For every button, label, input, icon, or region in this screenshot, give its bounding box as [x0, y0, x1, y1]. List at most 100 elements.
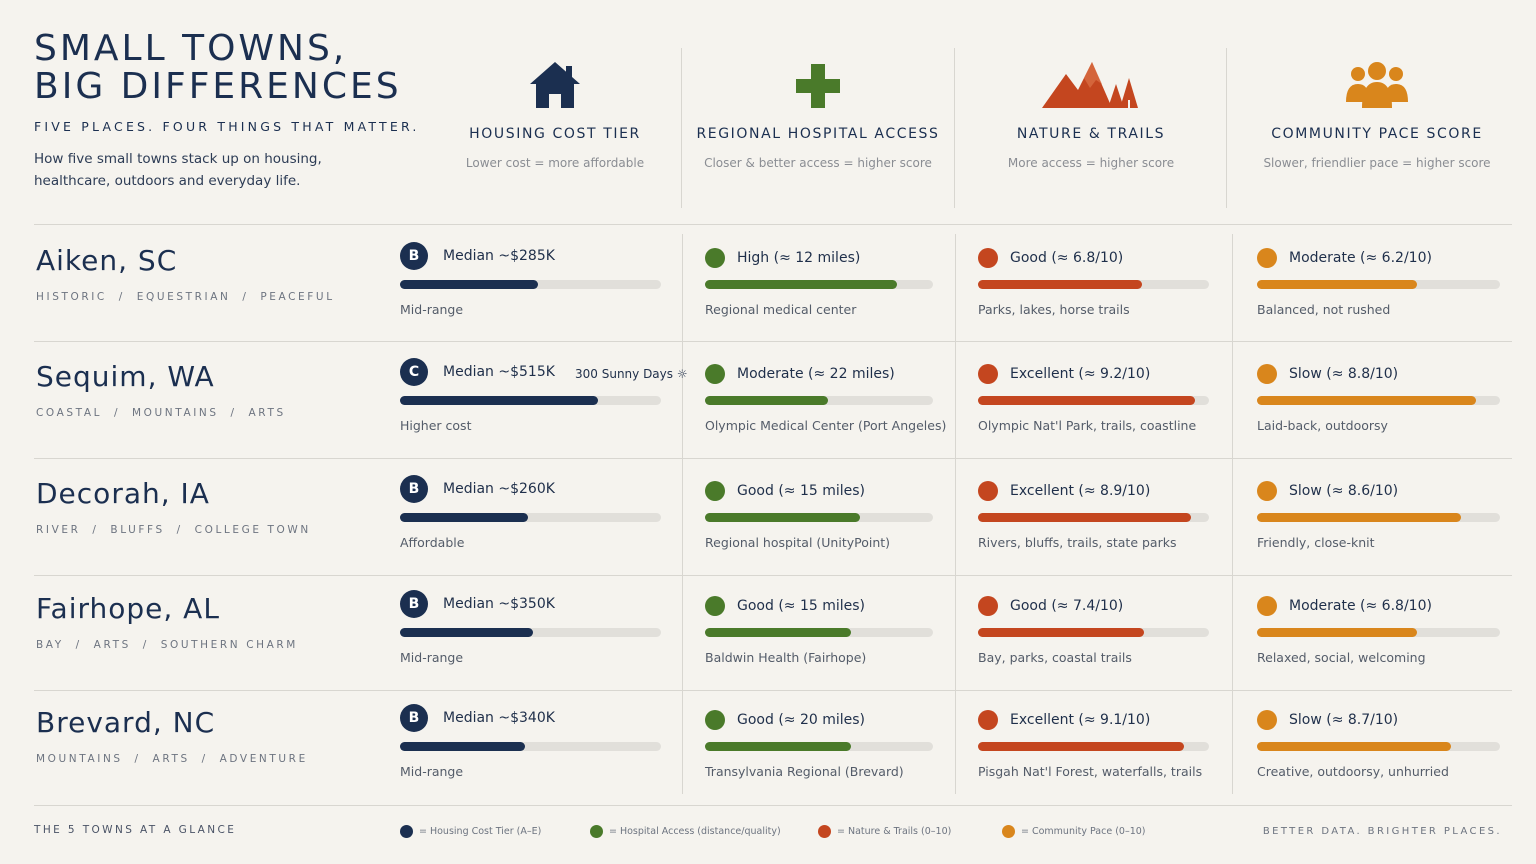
metric-dot [1257, 596, 1277, 616]
metric-cell-pace: Slow (≈ 8.8/10) Laid-back, outdoorsy [1257, 364, 1500, 434]
metric-cell-nature: Excellent (≈ 9.1/10) Pisgah Nat'l Forest,… [978, 710, 1209, 780]
metric-note: Higher cost [400, 418, 472, 433]
score-bar [705, 396, 933, 405]
score-bar [1257, 742, 1500, 751]
town-tags: HISTORIC / EQUESTRIAN / PEACEFUL [36, 291, 335, 303]
metric-dot [1257, 248, 1277, 268]
divider [34, 805, 1512, 806]
metric-value: High (≈ 12 miles) [737, 250, 861, 266]
metric-value: Good (≈ 7.4/10) [1010, 598, 1124, 614]
metric-cell-pace: Slow (≈ 8.6/10) Friendly, close-knit [1257, 481, 1500, 551]
footer-caption: THE 5 TOWNS AT A GLANCE [34, 824, 237, 836]
score-bar-fill [705, 513, 860, 522]
divider [34, 341, 1512, 342]
metric-value: Good (≈ 15 miles) [737, 483, 866, 499]
divider [1226, 48, 1227, 208]
town-name: Brevard, NC [36, 706, 216, 739]
score-bar [400, 628, 661, 637]
metric-cell-hospital: Moderate (≈ 22 miles) Olympic Medical Cen… [705, 364, 946, 434]
tier-badge: B [400, 242, 428, 270]
score-bar [1257, 280, 1500, 289]
divider [682, 234, 683, 794]
tier-badge: C [400, 358, 428, 386]
divider [34, 690, 1512, 691]
metric-note: Pisgah Nat'l Forest, waterfalls, trails [978, 764, 1203, 779]
score-bar-fill [705, 396, 828, 405]
town-name: Decorah, IA [36, 477, 210, 510]
metric-note: Mid-range [400, 302, 464, 317]
metric-note: Transylvania Regional (Brevard) [705, 764, 904, 779]
metric-dot [705, 710, 725, 730]
metric-cell-nature: Excellent (≈ 8.9/10) Rivers, bluffs, trai… [978, 481, 1209, 551]
column-title: NATURE & TRAILS [1016, 126, 1166, 142]
house-icon [432, 58, 678, 110]
metric-label: B Median ~$285K [400, 242, 555, 270]
column-title: HOUSING COST TIER [469, 126, 641, 142]
metric-label: B Median ~$340K [400, 704, 555, 732]
score-bar-fill [1257, 628, 1417, 637]
metric-dot [705, 596, 725, 616]
column-header-pace: COMMUNITY PACE SCORE Slower, friendlier … [1232, 46, 1522, 208]
score-bar-fill [400, 396, 598, 405]
score-bar [705, 742, 933, 751]
score-bar-fill [978, 513, 1191, 522]
column-subtitle: Slower, friendlier pace = higher score [1263, 156, 1491, 170]
legend-item-hospital: = Hospital Access (distance/quality) [590, 825, 781, 838]
score-bar-fill [400, 513, 528, 522]
metric-label: Moderate (≈ 6.2/10) [1257, 248, 1432, 268]
town-tags: RIVER / BLUFFS / COLLEGE TOWN [36, 524, 311, 536]
metric-cell-nature: Good (≈ 7.4/10) Bay, parks, coastal trail… [978, 596, 1209, 666]
divider [954, 48, 955, 208]
town-name: Aiken, SC [36, 244, 178, 277]
metric-value: Good (≈ 20 miles) [737, 712, 866, 728]
metric-note: Rivers, bluffs, trails, state parks [978, 535, 1177, 550]
score-bar-fill [1257, 513, 1461, 522]
metric-label: Excellent (≈ 9.2/10) [978, 364, 1150, 384]
score-bar [1257, 513, 1500, 522]
legend-item-housing: = Housing Cost Tier (A–E) [400, 825, 541, 838]
metric-dot [705, 481, 725, 501]
column-title: COMMUNITY PACE SCORE [1271, 126, 1483, 142]
metric-dot [978, 481, 998, 501]
metric-cell-pace: Slow (≈ 8.7/10) Creative, outdoorsy, unhu… [1257, 710, 1500, 780]
metric-dot [1257, 710, 1277, 730]
town-name: Fairhope, AL [36, 592, 220, 625]
metric-dot [978, 248, 998, 268]
metric-cell-nature: Excellent (≈ 9.2/10) Olympic Nat'l Park, … [978, 364, 1209, 434]
sunny-days-note: 300 Sunny Days ☼ [575, 367, 688, 381]
metric-cell-housing: B Median ~$340K Mid-range [400, 704, 661, 780]
metric-label: Slow (≈ 8.7/10) [1257, 710, 1398, 730]
metric-note: Olympic Nat'l Park, trails, coastline [978, 418, 1197, 433]
title-line-2: BIG DIFFERENCES [34, 66, 402, 107]
score-bar [1257, 396, 1500, 405]
metric-value: Slow (≈ 8.7/10) [1289, 712, 1399, 728]
metric-value: Median ~$260K [443, 481, 555, 497]
score-bar-fill [705, 280, 897, 289]
score-bar [1257, 628, 1500, 637]
metric-value: Excellent (≈ 9.2/10) [1010, 366, 1151, 382]
column-title: REGIONAL HOSPITAL ACCESS [696, 126, 940, 142]
metric-value: Median ~$340K [443, 710, 555, 726]
legend-dot [1002, 825, 1015, 838]
metric-note: Olympic Medical Center (Port Angeles) [705, 418, 947, 433]
metric-label: Excellent (≈ 9.1/10) [978, 710, 1150, 730]
metric-note: Baldwin Health (Fairhope) [705, 650, 867, 665]
metric-cell-housing: C Median ~$515K 300 Sunny Days ☼ Higher cos… [400, 358, 688, 434]
metric-dot [978, 596, 998, 616]
metric-label: Slow (≈ 8.8/10) [1257, 364, 1398, 384]
score-bar-fill [705, 628, 851, 637]
tier-badge: B [400, 704, 428, 732]
intro-text: How five small towns stack up on housing… [34, 151, 322, 189]
metric-value: Median ~$515K [443, 364, 555, 380]
town-name: Sequim, WA [36, 360, 215, 393]
score-bar [978, 280, 1209, 289]
metric-cell-pace: Moderate (≈ 6.2/10) Balanced, not rushed [1257, 248, 1500, 318]
metric-note: Regional hospital (UnityPoint) [705, 535, 891, 550]
metric-cell-pace: Moderate (≈ 6.8/10) Relaxed, social, welc… [1257, 596, 1500, 666]
column-subtitle: Lower cost = more affordable [465, 156, 645, 170]
tagline: FIVE PLACES. FOUR THINGS THAT MATTER. [34, 119, 420, 134]
metric-value: Slow (≈ 8.6/10) [1289, 483, 1399, 499]
metric-cell-hospital: High (≈ 12 miles) Regional medical center [705, 248, 933, 318]
metric-label: Good (≈ 6.8/10) [978, 248, 1123, 268]
metric-label: B Median ~$260K [400, 475, 555, 503]
